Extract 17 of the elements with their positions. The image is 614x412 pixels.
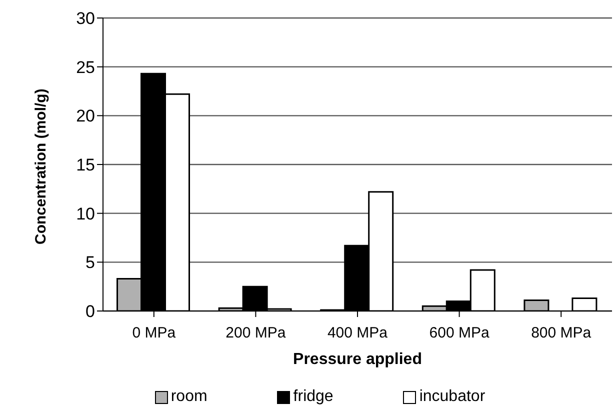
y-tick-label: 25 [76, 58, 95, 77]
x-tick-label: 600 MPa [429, 324, 490, 342]
y-tick-label: 15 [76, 156, 95, 175]
y-tick-label: 20 [76, 106, 95, 126]
legend-label: room [170, 388, 208, 406]
legend-label: incubator [419, 388, 486, 406]
legend-label: fridge [293, 388, 334, 406]
y-tick-label: 10 [76, 204, 95, 224]
x-tick-label: 800 MPa [531, 324, 592, 342]
x-tick-label: 0 MPa [132, 324, 176, 342]
x-tick-label: 400 MPa [327, 324, 388, 342]
x-tick-label: 200 MPa [226, 324, 286, 342]
y-axis-title: Concentration (mol/g) [32, 88, 50, 244]
x-axis-title: Pressure applied [293, 351, 422, 368]
y-tick-label: 30 [76, 9, 95, 28]
y-tick-label: 5 [86, 253, 95, 272]
y-tick-label: 0 [86, 302, 95, 322]
